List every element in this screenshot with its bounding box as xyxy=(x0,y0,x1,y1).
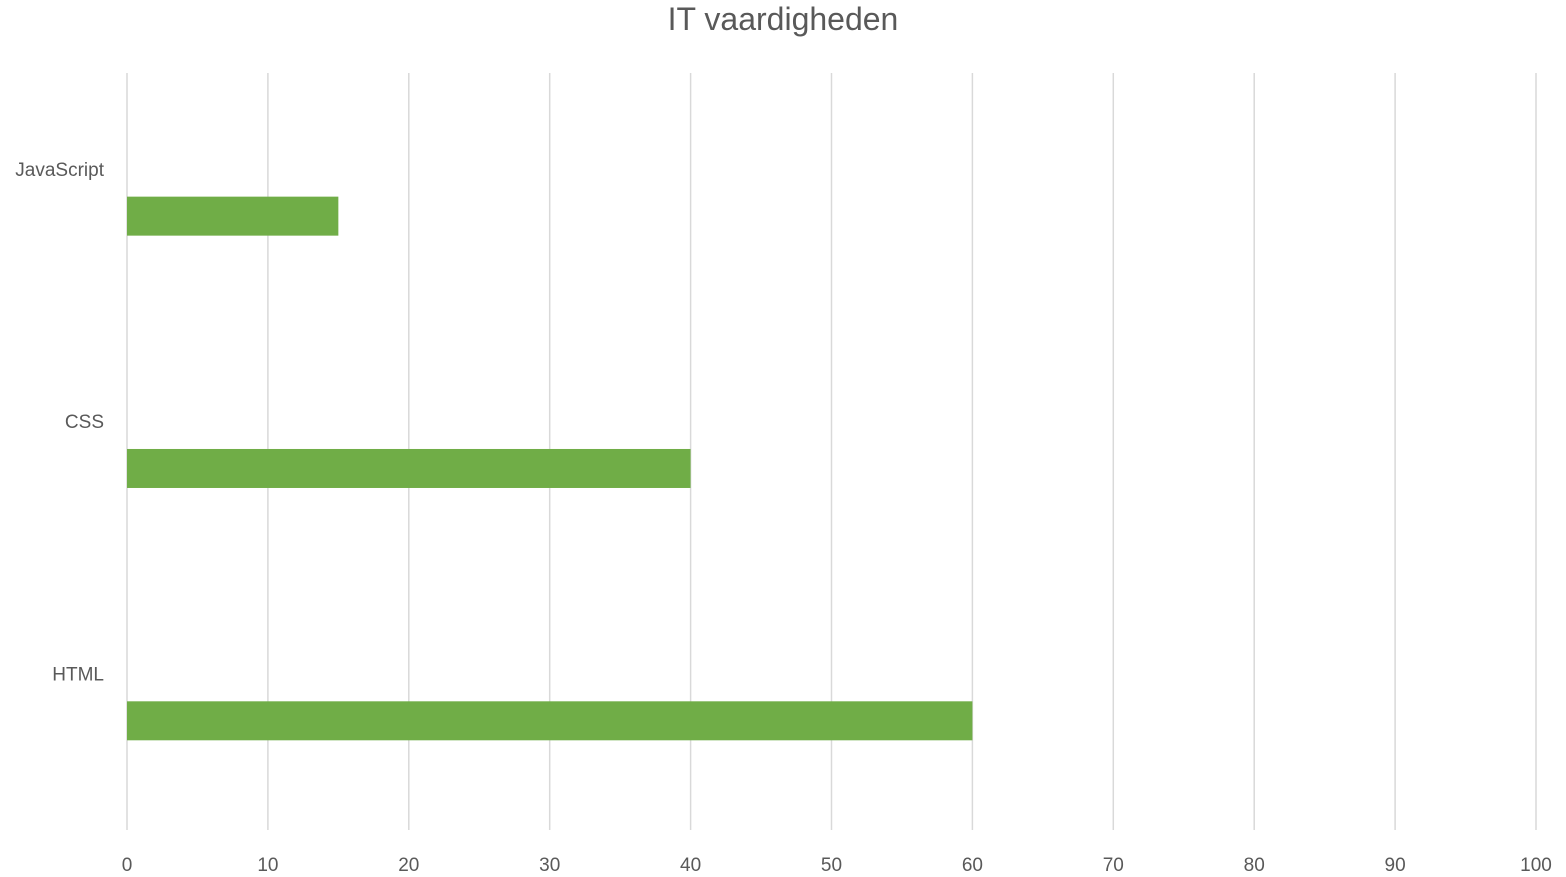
x-tick-label-0: 0 xyxy=(122,855,133,876)
x-tick-label-90: 90 xyxy=(1385,855,1406,876)
bar-html xyxy=(127,701,973,741)
category-label-html: HTML xyxy=(52,665,104,686)
x-axis-tick-labels: 0 10 20 30 40 50 60 70 80 90 100 xyxy=(122,855,1552,876)
chart-title: IT vaardigheden xyxy=(667,1,899,37)
x-tick-label-100: 100 xyxy=(1520,855,1552,876)
x-tick-label-70: 70 xyxy=(1103,855,1124,876)
x-tick-label-50: 50 xyxy=(821,855,842,876)
category-label-javascript: JavaScript xyxy=(15,160,104,181)
x-tick-label-80: 80 xyxy=(1244,855,1265,876)
bar-css xyxy=(127,448,691,488)
x-tick-label-30: 30 xyxy=(539,855,560,876)
x-tick-label-40: 40 xyxy=(680,855,701,876)
x-tick-label-10: 10 xyxy=(257,855,278,876)
x-tick-label-20: 20 xyxy=(398,855,419,876)
category-label-css: CSS xyxy=(65,412,104,433)
category-labels: HTML CSS JavaScript xyxy=(15,160,104,686)
x-tick-label-60: 60 xyxy=(962,855,983,876)
bars xyxy=(127,196,973,741)
bar-javascript xyxy=(127,196,339,236)
